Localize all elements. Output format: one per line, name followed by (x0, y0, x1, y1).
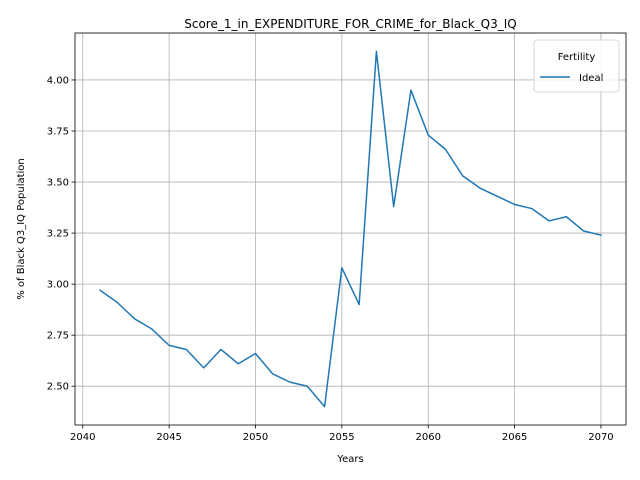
y-tick-label: 4.00 (47, 75, 69, 86)
y-tick-label: 3.50 (47, 178, 69, 189)
chart-title: Score_1_in_EXPENDITURE_FOR_CRIME_for_Bla… (184, 17, 517, 31)
y-axis-ticks: 2.50 2.75 3.00 3.25 3.50 3.75 4.00 (47, 75, 75, 393)
plot-frame (74, 32, 627, 426)
y-tick-label: 3.75 (47, 127, 69, 138)
legend: Fertility Ideal (533, 39, 620, 93)
x-tick-label: 2050 (243, 432, 268, 443)
series-line-ideal (99, 50, 602, 408)
x-tick-label: 2060 (416, 432, 441, 443)
grid (75, 33, 626, 425)
y-tick-label: 2.75 (47, 331, 69, 342)
x-axis-label: Years (336, 454, 363, 465)
x-tick-label: 2040 (70, 432, 95, 443)
y-tick-label: 3.00 (47, 280, 69, 291)
x-tick-label: 2045 (156, 432, 181, 443)
y-axis-label: % of Black Q3_IQ Population (16, 158, 27, 300)
legend-entry-ideal: Ideal (579, 73, 603, 84)
legend-box (533, 39, 620, 93)
x-tick-label: 2055 (329, 432, 354, 443)
y-tick-label: 2.50 (47, 382, 69, 393)
x-tick-label: 2070 (588, 432, 613, 443)
y-tick-label: 3.25 (47, 229, 69, 240)
x-axis-ticks: 2040 2045 2050 2055 2060 2065 2070 (70, 425, 614, 443)
x-tick-label: 2065 (502, 432, 527, 443)
series-layer (99, 50, 602, 408)
legend-title: Fertility (558, 52, 596, 63)
